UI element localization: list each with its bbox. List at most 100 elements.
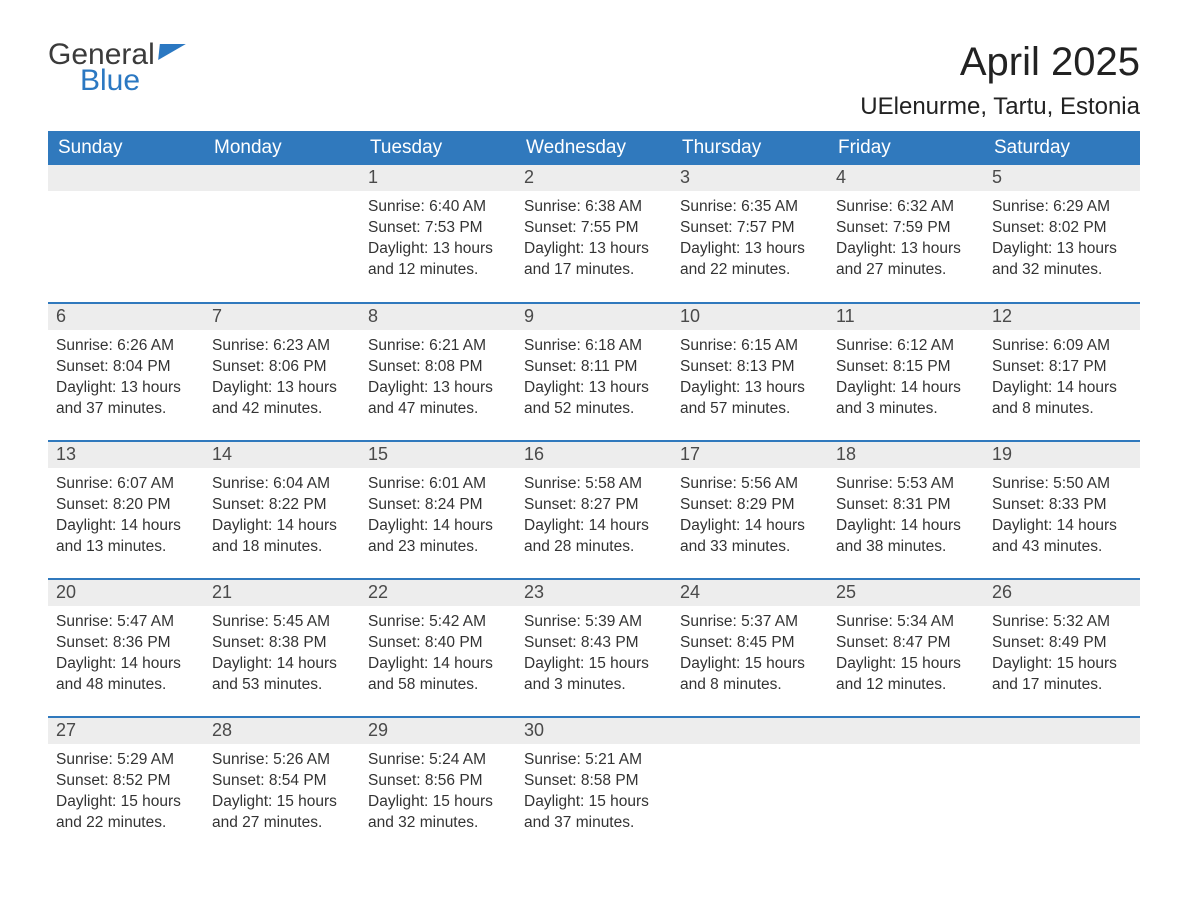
sunrise-text: Sunrise: 5:56 AM	[680, 474, 820, 495]
daylight-text: Daylight: 13 hours and 47 minutes.	[368, 378, 508, 420]
header: General Blue April 2025 UElenurme, Tartu…	[48, 40, 1140, 121]
daylight-text: Daylight: 15 hours and 27 minutes.	[212, 792, 352, 834]
sunrise-text: Sunrise: 5:32 AM	[992, 612, 1132, 633]
day-number: 23	[516, 580, 672, 606]
sunset-text: Sunset: 8:31 PM	[836, 495, 976, 516]
calendar-day: 9Sunrise: 6:18 AMSunset: 8:11 PMDaylight…	[516, 303, 672, 441]
location: UElenurme, Tartu, Estonia	[860, 93, 1140, 121]
sunset-text: Sunset: 8:43 PM	[524, 633, 664, 654]
daylight-text: Daylight: 14 hours and 23 minutes.	[368, 516, 508, 558]
daylight-text: Daylight: 14 hours and 8 minutes.	[992, 378, 1132, 420]
day-content: Sunrise: 5:58 AMSunset: 8:27 PMDaylight:…	[516, 468, 672, 562]
day-number: 20	[48, 580, 204, 606]
day-content: Sunrise: 5:50 AMSunset: 8:33 PMDaylight:…	[984, 468, 1140, 562]
daylight-text: Daylight: 15 hours and 8 minutes.	[680, 654, 820, 696]
calendar-week: 1Sunrise: 6:40 AMSunset: 7:53 PMDaylight…	[48, 165, 1140, 303]
sunset-text: Sunset: 8:27 PM	[524, 495, 664, 516]
calendar-day-empty	[672, 717, 828, 855]
sunrise-text: Sunrise: 6:15 AM	[680, 336, 820, 357]
daylight-text: Daylight: 14 hours and 18 minutes.	[212, 516, 352, 558]
daylight-text: Daylight: 14 hours and 28 minutes.	[524, 516, 664, 558]
calendar-day: 15Sunrise: 6:01 AMSunset: 8:24 PMDayligh…	[360, 441, 516, 579]
sunrise-text: Sunrise: 6:07 AM	[56, 474, 196, 495]
sunset-text: Sunset: 8:20 PM	[56, 495, 196, 516]
day-content: Sunrise: 5:29 AMSunset: 8:52 PMDaylight:…	[48, 744, 204, 838]
day-content: Sunrise: 5:26 AMSunset: 8:54 PMDaylight:…	[204, 744, 360, 838]
day-content: Sunrise: 6:21 AMSunset: 8:08 PMDaylight:…	[360, 330, 516, 424]
day-number: 15	[360, 442, 516, 468]
day-content: Sunrise: 5:47 AMSunset: 8:36 PMDaylight:…	[48, 606, 204, 700]
calendar-day: 3Sunrise: 6:35 AMSunset: 7:57 PMDaylight…	[672, 165, 828, 303]
sunset-text: Sunset: 8:36 PM	[56, 633, 196, 654]
calendar-day: 7Sunrise: 6:23 AMSunset: 8:06 PMDaylight…	[204, 303, 360, 441]
day-number: 9	[516, 304, 672, 330]
day-content: Sunrise: 5:32 AMSunset: 8:49 PMDaylight:…	[984, 606, 1140, 700]
sunset-text: Sunset: 7:53 PM	[368, 218, 508, 239]
day-number: 5	[984, 165, 1140, 191]
sunset-text: Sunset: 7:57 PM	[680, 218, 820, 239]
day-header: Monday	[204, 131, 360, 165]
day-number: 29	[360, 718, 516, 744]
sunset-text: Sunset: 8:08 PM	[368, 357, 508, 378]
day-content: Sunrise: 5:24 AMSunset: 8:56 PMDaylight:…	[360, 744, 516, 838]
sunrise-text: Sunrise: 5:50 AM	[992, 474, 1132, 495]
day-number: 21	[204, 580, 360, 606]
calendar-day: 11Sunrise: 6:12 AMSunset: 8:15 PMDayligh…	[828, 303, 984, 441]
calendar-week: 20Sunrise: 5:47 AMSunset: 8:36 PMDayligh…	[48, 579, 1140, 717]
sunrise-text: Sunrise: 5:21 AM	[524, 750, 664, 771]
daylight-text: Daylight: 13 hours and 32 minutes.	[992, 239, 1132, 281]
day-header: Sunday	[48, 131, 204, 165]
daylight-text: Daylight: 15 hours and 12 minutes.	[836, 654, 976, 696]
day-content: Sunrise: 6:40 AMSunset: 7:53 PMDaylight:…	[360, 191, 516, 285]
day-number: 25	[828, 580, 984, 606]
daylight-text: Daylight: 15 hours and 17 minutes.	[992, 654, 1132, 696]
calendar-week: 13Sunrise: 6:07 AMSunset: 8:20 PMDayligh…	[48, 441, 1140, 579]
sunset-text: Sunset: 8:49 PM	[992, 633, 1132, 654]
daylight-text: Daylight: 14 hours and 38 minutes.	[836, 516, 976, 558]
calendar-table: SundayMondayTuesdayWednesdayThursdayFrid…	[48, 131, 1140, 855]
day-number: 12	[984, 304, 1140, 330]
sunrise-text: Sunrise: 6:26 AM	[56, 336, 196, 357]
calendar-day: 25Sunrise: 5:34 AMSunset: 8:47 PMDayligh…	[828, 579, 984, 717]
day-number: 24	[672, 580, 828, 606]
sunset-text: Sunset: 8:17 PM	[992, 357, 1132, 378]
sunrise-text: Sunrise: 6:40 AM	[368, 197, 508, 218]
daylight-text: Daylight: 13 hours and 22 minutes.	[680, 239, 820, 281]
calendar-header-row: SundayMondayTuesdayWednesdayThursdayFrid…	[48, 131, 1140, 165]
day-number: 14	[204, 442, 360, 468]
sunrise-text: Sunrise: 6:32 AM	[836, 197, 976, 218]
day-content: Sunrise: 6:12 AMSunset: 8:15 PMDaylight:…	[828, 330, 984, 424]
day-content: Sunrise: 5:34 AMSunset: 8:47 PMDaylight:…	[828, 606, 984, 700]
day-number: 10	[672, 304, 828, 330]
daylight-text: Daylight: 13 hours and 52 minutes.	[524, 378, 664, 420]
calendar-day: 2Sunrise: 6:38 AMSunset: 7:55 PMDaylight…	[516, 165, 672, 303]
sunrise-text: Sunrise: 5:26 AM	[212, 750, 352, 771]
day-number: 19	[984, 442, 1140, 468]
sunset-text: Sunset: 8:04 PM	[56, 357, 196, 378]
daylight-text: Daylight: 14 hours and 43 minutes.	[992, 516, 1132, 558]
day-content: Sunrise: 6:26 AMSunset: 8:04 PMDaylight:…	[48, 330, 204, 424]
sunset-text: Sunset: 7:59 PM	[836, 218, 976, 239]
calendar-day: 4Sunrise: 6:32 AMSunset: 7:59 PMDaylight…	[828, 165, 984, 303]
day-number: 16	[516, 442, 672, 468]
daylight-text: Daylight: 14 hours and 48 minutes.	[56, 654, 196, 696]
sunrise-text: Sunrise: 6:29 AM	[992, 197, 1132, 218]
day-number	[48, 165, 204, 191]
sunset-text: Sunset: 8:56 PM	[368, 771, 508, 792]
day-header: Wednesday	[516, 131, 672, 165]
calendar-day: 13Sunrise: 6:07 AMSunset: 8:20 PMDayligh…	[48, 441, 204, 579]
calendar-day: 8Sunrise: 6:21 AMSunset: 8:08 PMDaylight…	[360, 303, 516, 441]
calendar-day: 14Sunrise: 6:04 AMSunset: 8:22 PMDayligh…	[204, 441, 360, 579]
day-content: Sunrise: 6:15 AMSunset: 8:13 PMDaylight:…	[672, 330, 828, 424]
day-content: Sunrise: 6:29 AMSunset: 8:02 PMDaylight:…	[984, 191, 1140, 285]
sunset-text: Sunset: 8:47 PM	[836, 633, 976, 654]
sunset-text: Sunset: 8:24 PM	[368, 495, 508, 516]
day-number: 3	[672, 165, 828, 191]
day-content: Sunrise: 6:38 AMSunset: 7:55 PMDaylight:…	[516, 191, 672, 285]
sunrise-text: Sunrise: 5:29 AM	[56, 750, 196, 771]
sunrise-text: Sunrise: 5:42 AM	[368, 612, 508, 633]
sunset-text: Sunset: 8:11 PM	[524, 357, 664, 378]
day-number: 26	[984, 580, 1140, 606]
sunrise-text: Sunrise: 5:53 AM	[836, 474, 976, 495]
calendar-day: 10Sunrise: 6:15 AMSunset: 8:13 PMDayligh…	[672, 303, 828, 441]
